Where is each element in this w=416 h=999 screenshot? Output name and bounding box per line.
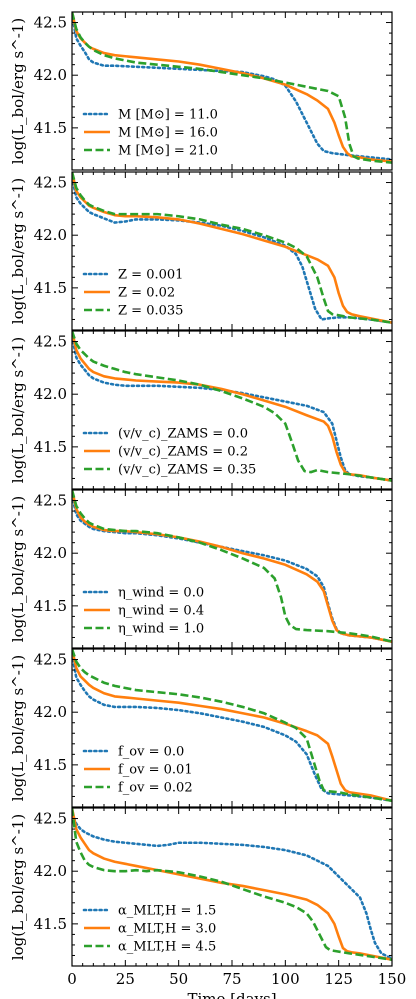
y-axis-title: log(L_bol/erg s^-1): [9, 18, 27, 164]
legend-label-3: Z = 0.035: [118, 304, 183, 319]
y-axis-title: log(L_bol/erg s^-1): [9, 814, 27, 960]
legend-label-3: α_MLT,H = 4.5: [118, 940, 216, 955]
y-tick-label: 42.5: [34, 14, 67, 32]
series-group: [72, 331, 392, 482]
legend-label-2: Z = 0.02: [118, 286, 175, 301]
y-axis-title: log(L_bol/erg s^-1): [9, 655, 27, 801]
y-tick-label: 42.0: [34, 703, 67, 721]
series-line-1: [72, 493, 392, 643]
series-line-3: [72, 12, 392, 164]
legend-label-1: M [M⊙] = 11.0: [118, 108, 218, 123]
series-group: [72, 649, 392, 802]
x-tick-label: 75: [222, 970, 241, 988]
panel-3: 41.5 42.0 42.5 log(L_bol/erg s^-1) (v/v_c)_Z…: [9, 330, 393, 490]
legend-label-2: η_wind = 0.4: [118, 604, 204, 619]
y-tick-label: 41.5: [34, 597, 67, 615]
y-tick-label: 42.5: [34, 810, 67, 828]
series-group: [72, 490, 392, 643]
x-tick-label: 125: [324, 970, 353, 988]
y-tick-label: 41.5: [34, 438, 67, 456]
legend: Z = 0.001 Z = 0.02 Z = 0.035: [82, 268, 183, 319]
y-axis-title: log(L_bol/erg s^-1): [9, 337, 27, 483]
legend-label-2: f_ov = 0.01: [118, 763, 193, 778]
legend: η_wind = 0.0 η_wind = 0.4 η_wind = 1.0: [82, 586, 204, 637]
y-tick-label: 41.5: [34, 915, 67, 933]
legend-label-1: α_MLT,H = 1.5: [118, 904, 216, 919]
series-line-2: [72, 331, 392, 482]
x-tick-label: 150: [378, 970, 407, 988]
legend-label-2: α_MLT,H = 3.0: [118, 922, 216, 937]
y-tick-label: 42.0: [34, 226, 67, 244]
series-line-2: [72, 808, 392, 961]
series-line-1: [72, 652, 392, 802]
x-tick-label: 25: [116, 970, 135, 988]
legend-label-1: (v/v_c)_ZAMS = 0.0: [118, 427, 248, 442]
y-tick-label: 42.0: [34, 66, 67, 84]
x-tick-label: 0: [67, 970, 77, 988]
y-tick-label: 42.5: [34, 651, 67, 669]
panel-6: 41.5 42.0 42.5 log(L_bol/erg s^-1) 0 25 50 75 10…: [9, 807, 407, 999]
y-axis-title: log(L_bol/erg s^-1): [9, 178, 27, 324]
legend: α_MLT,H = 1.5 α_MLT,H = 3.0 α_MLT,H = 4.5: [82, 904, 216, 955]
y-tick-label: 42.0: [34, 385, 67, 403]
x-tick-label: 50: [169, 970, 188, 988]
panel-4: 41.5 42.0 42.5 log(L_bol/erg s^-1) η_wind = …: [9, 489, 393, 649]
series-line-3: [72, 172, 392, 324]
legend: (v/v_c)_ZAMS = 0.0 (v/v_c)_ZAMS = 0.2 (v/v…: [82, 427, 256, 478]
y-tick-label: 42.5: [34, 333, 67, 351]
legend-label-1: f_ov = 0.0: [118, 745, 184, 760]
series-group: [72, 808, 392, 961]
legend-label-2: M [M⊙] = 16.0: [118, 126, 218, 141]
panel-1: 41.5 42.0 42.5 log(L_bol/erg s^-1) M [M⊙] = …: [9, 11, 393, 171]
y-tick-label: 41.5: [34, 119, 67, 137]
series-group: [72, 12, 392, 164]
panel-5: 41.5 42.0 42.5 log(L_bol/erg s^-1) f_ov = 0.…: [9, 648, 393, 808]
y-tick-label: 42.5: [34, 174, 67, 192]
y-tick-label: 42.0: [34, 862, 67, 880]
legend-label-3: f_ov = 0.02: [118, 781, 193, 796]
series-line-1: [72, 811, 392, 960]
series-line-3: [72, 649, 392, 802]
legend-label-1: Z = 0.001: [118, 268, 183, 283]
legend-label-3: (v/v_c)_ZAMS = 0.35: [118, 463, 256, 478]
legend: M [M⊙] = 11.0 M [M⊙] = 16.0 M [M⊙] = 21.0: [82, 108, 218, 159]
x-tick-label: 100: [271, 970, 300, 988]
y-tick-label: 41.5: [34, 756, 67, 774]
x-axis-title: Time [days]: [187, 990, 276, 999]
series-line-2: [72, 490, 392, 643]
series-line-3: [72, 808, 392, 961]
series-line-3: [72, 331, 392, 482]
y-tick-label: 42.5: [34, 492, 67, 510]
legend-label-1: η_wind = 0.0: [118, 586, 204, 601]
series-line-3: [72, 490, 392, 643]
panel-2: 41.5 42.0 42.5 log(L_bol/erg s^-1) Z = 0.001…: [9, 171, 393, 331]
legend: f_ov = 0.0 f_ov = 0.01 f_ov = 0.02: [82, 745, 193, 796]
y-axis-title: log(L_bol/erg s^-1): [9, 496, 27, 642]
series-line-2: [72, 649, 392, 802]
y-tick-label: 41.5: [34, 279, 67, 297]
series-group: [72, 172, 392, 324]
y-tick-label: 42.0: [34, 544, 67, 562]
series-line-1: [72, 175, 392, 324]
legend-label-3: η_wind = 1.0: [118, 622, 204, 637]
legend-label-2: (v/v_c)_ZAMS = 0.2: [118, 445, 248, 460]
legend-label-3: M [M⊙] = 21.0: [118, 144, 218, 159]
